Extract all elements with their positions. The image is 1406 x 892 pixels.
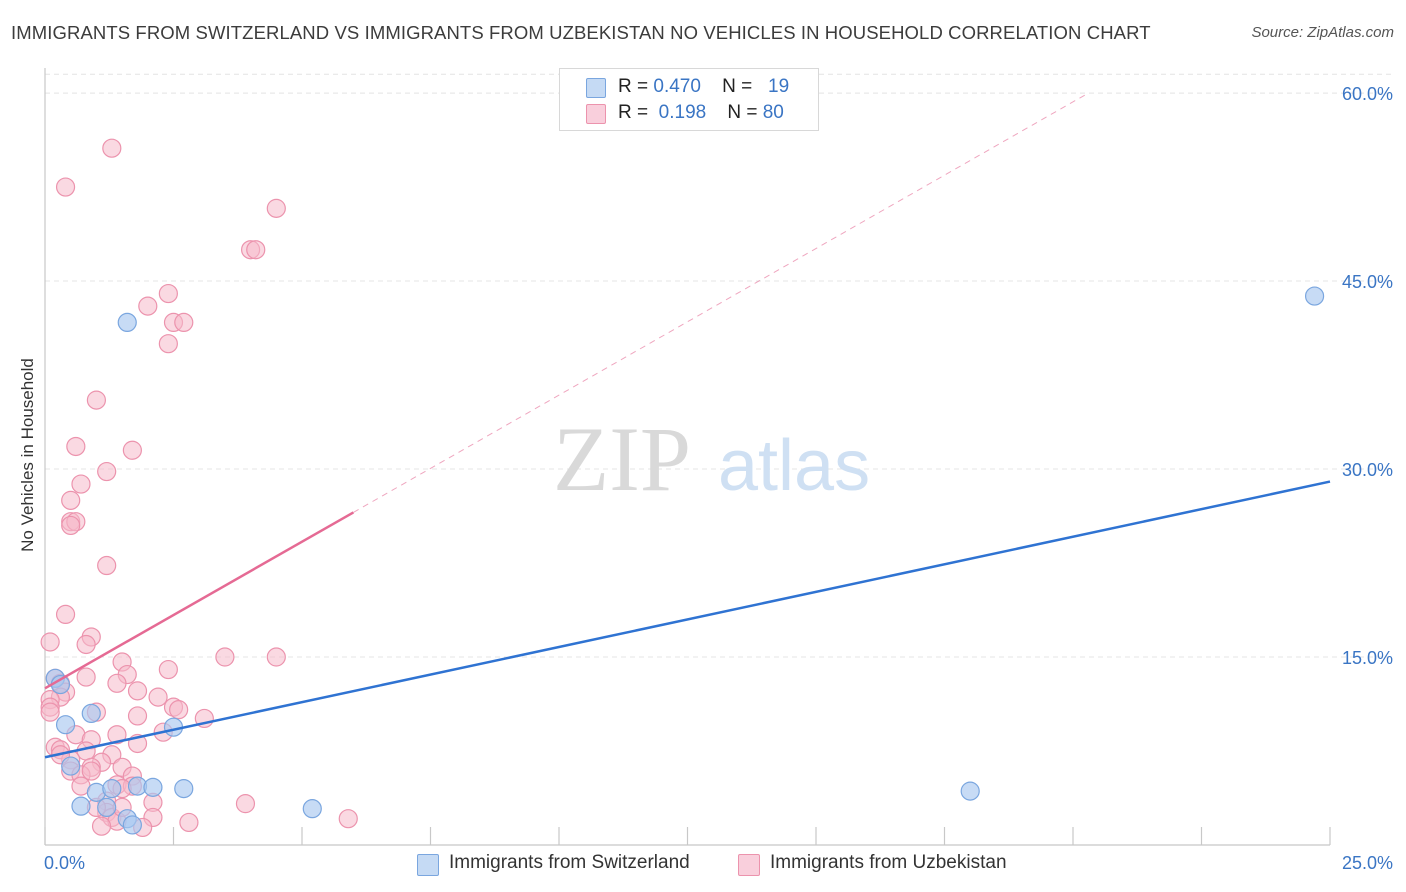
data-point-uzbekistan [81,761,101,781]
data-point-uzbekistan [86,390,107,410]
data-point-uzbekistan [66,436,86,457]
data-point-uzbekistan [235,794,256,814]
data-point-uzbekistan [179,812,199,833]
data-point-uzbekistan [127,681,148,701]
data-point-uzbekistan [169,700,189,720]
bottom-legend-label-switzerland: Immigrants from Switzerland [449,852,690,873]
legend-swatch-pink [586,104,606,124]
trend-switzerland-solid [44,480,1331,759]
data-point-uzbekistan [107,673,127,693]
data-point-uzbekistan [61,515,81,536]
data-point-switzerland [61,756,81,776]
data-point-uzbekistan [97,461,117,482]
data-point-switzerland [174,779,194,799]
trend-lines [44,92,1331,759]
data-point-switzerland [117,312,137,333]
data-point-uzbekistan [55,177,76,197]
data-point-uzbekistan [40,702,60,722]
legend-n-label: N = [727,102,758,123]
data-point-uzbekistan [40,632,60,652]
data-point-uzbekistan [122,440,142,460]
data-point-switzerland [960,781,980,801]
data-point-switzerland [143,777,163,797]
data-point-uzbekistan [266,647,286,667]
legend-r-value: 0.198 [658,102,707,123]
bottom-legend-swatch-blue [417,854,439,876]
data-point-uzbekistan [158,334,178,354]
data-point-switzerland [1304,286,1325,306]
data-point-uzbekistan [55,604,76,625]
source-label: Source: ZipAtlas.com [1251,24,1394,41]
data-point-switzerland [302,799,322,819]
data-point-uzbekistan [127,706,148,726]
data-point-switzerland [71,796,91,816]
grid-layer [45,73,1394,658]
data-point-uzbekistan [71,474,91,494]
bottom-legend-label-uzbekistan: Immigrants from Uzbekistan [770,852,1007,873]
data-point-uzbekistan [102,138,122,158]
bottom-legend-swatch-pink [738,854,760,876]
stats-legend: R = 0.470 N = 19 R = 0.198 N = 80 [559,68,819,131]
data-point-uzbekistan [158,659,178,680]
data-point-uzbekistan [338,809,358,829]
data-point-uzbekistan [174,312,194,333]
data-point-uzbekistan [97,555,117,576]
data-point-switzerland [122,815,142,835]
data-point-uzbekistan [246,240,266,260]
data-point-uzbekistan [76,667,96,687]
data-point-switzerland [81,703,101,724]
tick-labels: 15.0% 30.0% 45.0% 60.0% 0.0% 25.0% [44,84,1393,873]
watermark-atlas: atlas [718,426,870,506]
data-point-uzbekistan [107,725,127,745]
legend-swatch-blue [586,78,606,98]
legend-n-label: N = [722,76,753,97]
watermark: ZIP atlas [553,408,870,510]
y-tick-label: 30.0% [1342,460,1393,480]
data-point-uzbekistan [76,634,96,655]
y-tick-label: 45.0% [1342,272,1393,292]
x-tick-label: 25.0% [1342,853,1393,873]
x-tick-label: 0.0% [44,853,85,873]
data-point-switzerland [97,797,117,818]
data-point-uzbekistan [158,283,178,304]
data-point-uzbekistan [138,296,158,316]
data-point-uzbekistan [148,687,168,707]
legend-r-label: R = [618,76,649,97]
data-point-uzbekistan [61,490,81,510]
data-point-uzbekistan [266,198,286,218]
legend-n-value: 80 [762,102,784,123]
trend-uzbekistan-dashed [353,92,1089,513]
data-point-switzerland [55,715,76,735]
series-switzerland [45,286,1325,835]
data-point-uzbekistan [215,647,235,667]
legend-n-value: 19 [768,76,790,97]
watermark-zip: ZIP [553,408,691,510]
y-axis-label: No Vehicles in Household [18,358,37,552]
data-point-switzerland [102,779,122,799]
legend-r-label: R = [618,102,649,123]
series-uzbekistan [40,138,358,838]
y-tick-label: 15.0% [1342,648,1393,668]
legend-r-value: 0.470 [653,76,701,97]
chart-title: IMMIGRANTS FROM SWITZERLAND VS IMMIGRANT… [11,22,1151,43]
data-point-uzbekistan [91,816,112,836]
trend-uzbekistan-solid [44,511,355,690]
y-tick-label: 60.0% [1342,84,1393,104]
